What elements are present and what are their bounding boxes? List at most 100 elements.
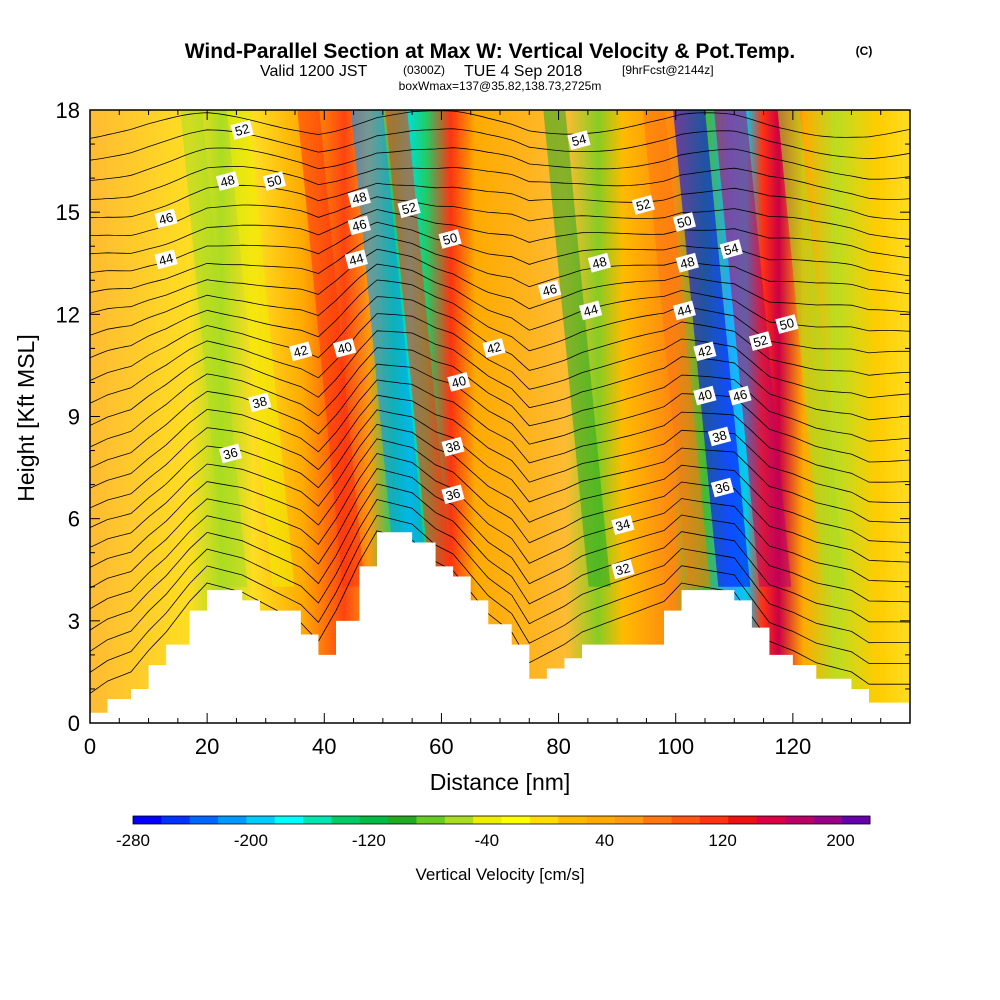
colorbar-swatch <box>586 816 616 824</box>
theta-contour-line <box>90 468 910 610</box>
contour-label-20: 46 <box>538 280 562 300</box>
colorbar <box>132 815 871 825</box>
contour-label-box <box>447 372 471 392</box>
velocity-band-2 <box>297 110 365 587</box>
y-tick-label-5: 15 <box>56 200 80 225</box>
contour-label-text: 54 <box>570 131 588 149</box>
valid-utc: (0300Z) <box>403 63 445 77</box>
colorbar-label-2: -120 <box>352 831 386 850</box>
contour-label-box <box>693 341 717 362</box>
contour-label-34: 34 <box>611 515 635 535</box>
contour-label-box <box>218 443 243 464</box>
contour-label-15: 52 <box>631 195 655 215</box>
x-tick-label-5: 100 <box>657 734 694 759</box>
contour-label-box <box>611 559 635 580</box>
contour-label-4: 44 <box>154 249 178 270</box>
theta-contour-line <box>90 165 910 200</box>
theta-contour-line <box>90 347 910 448</box>
contour-label-25: 52 <box>748 331 773 351</box>
contour-label-text: 46 <box>350 216 368 234</box>
colorbar-swatch <box>189 816 219 824</box>
x-tick-label-4: 80 <box>546 734 570 759</box>
colorbar-label-5: 120 <box>708 831 736 850</box>
contour-label-32: 36 <box>441 484 465 505</box>
title-unit: (C) <box>856 44 873 58</box>
velocity-band-5 <box>543 110 611 587</box>
contour-label-text: 52 <box>233 121 251 139</box>
colorbar-swatch <box>756 816 786 824</box>
contour-label-box <box>230 120 254 140</box>
contour-label-box <box>482 338 506 358</box>
contour-label-text: 50 <box>675 213 693 231</box>
contour-label-text: 40 <box>696 386 714 404</box>
colorbar-swatch <box>841 816 871 824</box>
valid-date: TUE 4 Sep 2018 <box>464 63 582 80</box>
contour-label-0: 52 <box>230 120 254 140</box>
contour-labels: 52 48 50 46 44 48 52 46 44 50 42 40 38 36 54 52 50 54 48 48… <box>154 120 799 580</box>
y-tick-label-1: 3 <box>68 609 80 634</box>
contour-label-28: 40 <box>693 385 717 406</box>
theta-contour-line <box>90 147 910 181</box>
contour-label-text: 38 <box>711 427 729 445</box>
x-tick-label-0: 0 <box>84 734 96 759</box>
colorbar-swatch <box>558 816 588 824</box>
velocity-band-6 <box>642 110 711 587</box>
y-tick-label-2: 6 <box>68 507 80 532</box>
contour-label-26: 50 <box>775 314 799 334</box>
theta-contour-line <box>90 110 910 139</box>
contour-label-box <box>748 331 773 351</box>
contour-label-text: 38 <box>251 393 269 411</box>
colorbar-title: Vertical Velocity [cm/s] <box>415 865 584 884</box>
contour-label-text: 44 <box>582 301 600 319</box>
contour-label-33: 36 <box>710 477 735 498</box>
colorbar-swatch <box>388 816 417 824</box>
contour-label-box <box>675 252 699 273</box>
contour-label-text: 52 <box>634 196 652 214</box>
contour-label-text: 48 <box>591 254 609 272</box>
contour-label-3: 46 <box>154 208 178 229</box>
contour-label-text: 32 <box>614 560 632 578</box>
chart-title: Wind-Parallel Section at Max W: Vertical… <box>185 40 873 63</box>
contour-label-box <box>707 426 732 447</box>
valid-fcst: [9hrFcst@2144z] <box>622 63 714 77</box>
contour-label-24: 42 <box>693 341 717 362</box>
theta-contour-line <box>90 221 910 277</box>
y-axis-title: Height [Kft MSL] <box>13 334 39 501</box>
contour-label-box <box>344 249 368 270</box>
box-info: boxWmax=137@35.82,138.73,2725m <box>399 79 602 93</box>
x-axis: 0 20 40 60 80 100 120 <box>84 110 911 759</box>
colorbar-swatch <box>161 816 191 824</box>
contour-label-box <box>397 198 421 219</box>
colorbar-swatch <box>359 816 389 824</box>
theta-contour-line <box>90 128 910 161</box>
colorbar-swatch <box>671 816 701 824</box>
contour-label-text: 48 <box>350 189 368 207</box>
contour-label-text: 36 <box>444 485 462 503</box>
contour-label-11: 40 <box>333 338 357 358</box>
contour-label-box <box>441 436 465 457</box>
colorbar-label-3: -40 <box>474 831 499 850</box>
contour-label-box <box>262 171 286 191</box>
colorbar-swatch <box>699 816 729 824</box>
contour-label-box <box>215 171 240 191</box>
contour-label-13: 36 <box>218 443 243 464</box>
colorbar-label-6: 200 <box>826 831 854 850</box>
theta-contour-line <box>90 394 910 509</box>
y-tick-label-6: 18 <box>56 98 80 123</box>
contour-label-text: 46 <box>541 281 559 299</box>
y-tick-label-0: 0 <box>68 711 80 736</box>
theta-contour-line <box>90 514 910 673</box>
contour-label-23: 42 <box>482 338 506 358</box>
x-tick-label-2: 40 <box>312 734 336 759</box>
contour-label-box <box>672 212 696 232</box>
contour-label-box <box>567 130 591 150</box>
colorbar-swatch <box>416 816 446 824</box>
contour-label-text: 40 <box>336 339 354 357</box>
contour-label-text: 48 <box>678 254 696 272</box>
contour-label-6: 52 <box>397 198 421 219</box>
contour-label-box <box>672 300 696 321</box>
x-tick-label-1: 20 <box>195 734 219 759</box>
title-main: Wind-Parallel Section at Max W: Vertical… <box>185 40 796 63</box>
theta-contour-line <box>90 453 910 589</box>
